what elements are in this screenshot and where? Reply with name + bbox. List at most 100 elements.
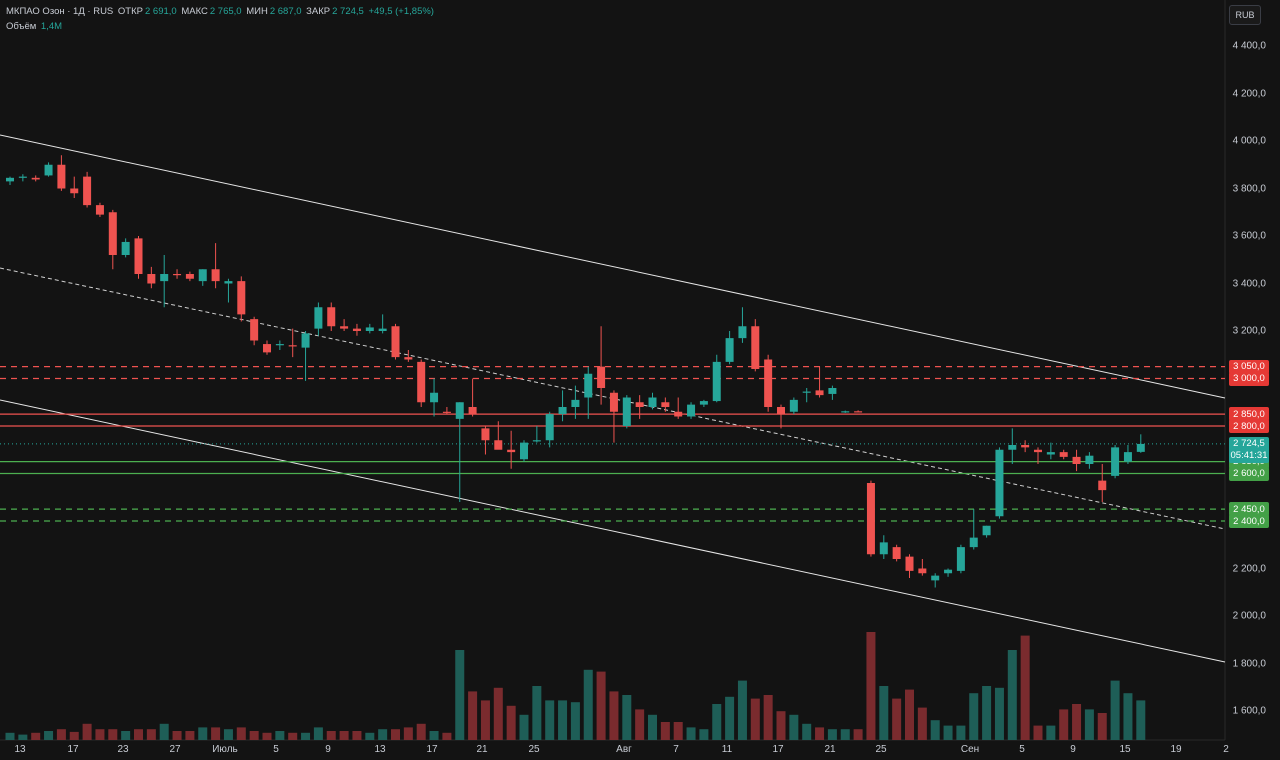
upper-channel-line [0, 134, 1226, 399]
symbol-label[interactable]: МКПАО Озон · 1Д · RUS [6, 6, 114, 17]
candle-body [905, 556, 914, 571]
candle-body [725, 338, 734, 362]
candle-body [185, 274, 194, 279]
volume-bar [198, 727, 208, 740]
x-tick-label: 5 [1019, 744, 1025, 755]
candle-body [1034, 449, 1042, 453]
volume-label[interactable]: Объём [6, 21, 37, 32]
volume-bar [403, 727, 413, 740]
candle-body [597, 366, 606, 388]
volume-bar [840, 729, 850, 740]
level-tag: 3 050,0 [1229, 359, 1269, 374]
volume-bar [455, 650, 465, 740]
candle-body [841, 411, 850, 413]
candle-body [95, 205, 104, 215]
y-tick-label: 2 200,0 [1232, 563, 1266, 574]
candle-body [584, 373, 593, 398]
volume-bar [917, 707, 927, 740]
volume-bar [673, 722, 683, 740]
high-label: МАКС [181, 6, 208, 17]
y-tick-label: 4 200,0 [1232, 88, 1266, 99]
volume-bar [879, 686, 889, 740]
currency-button[interactable]: RUB [1229, 5, 1261, 25]
volume-bar [712, 704, 722, 740]
candle-body [532, 440, 541, 442]
x-tick-label: 2 [1223, 744, 1229, 755]
candle-body [609, 392, 618, 412]
volume-bar [583, 669, 593, 740]
level-tag: 2 400,0 [1229, 514, 1269, 528]
candle-body [764, 359, 773, 407]
candle-body [160, 274, 169, 282]
candle-body [777, 407, 785, 415]
high-value: 2 765,0 [209, 6, 242, 17]
candle-body [83, 176, 92, 206]
lower-channel-line [0, 399, 1226, 663]
volume-bar [930, 720, 940, 740]
candle-body [275, 344, 284, 346]
volume-bar [236, 727, 246, 740]
volume-bar [853, 729, 863, 740]
candle-body [314, 307, 323, 329]
candle-body [481, 428, 490, 441]
volume-bar [44, 731, 54, 740]
x-tick-label: 17 [772, 744, 784, 755]
candle-body [468, 407, 477, 415]
volume-bar [982, 686, 992, 740]
candle-body [944, 569, 953, 574]
candle-body [430, 392, 439, 403]
candle-body [250, 319, 259, 341]
volume-bar [288, 732, 298, 740]
volume-bar [56, 729, 66, 740]
candle-body [969, 537, 978, 548]
y-tick-label: 4 400,0 [1232, 40, 1266, 52]
candle-body [1085, 455, 1094, 464]
volume-bar [570, 702, 580, 740]
x-tick-label: 23 [117, 744, 129, 755]
candle-body [622, 397, 631, 426]
volume-bar [815, 727, 825, 740]
candle-body [712, 361, 721, 402]
x-tick-label: 9 [325, 744, 331, 755]
candle-body [1098, 480, 1107, 491]
candle-body [1136, 443, 1145, 452]
volume-bar [95, 729, 105, 740]
volume-bar [416, 723, 426, 740]
y-tick-label: 1 600,0 [1232, 705, 1266, 717]
candle-body [288, 345, 297, 347]
volume-bar [121, 731, 131, 740]
candle-body [134, 238, 143, 274]
close-label: ЗАКР [306, 6, 331, 17]
volume-bar [763, 695, 773, 740]
level-tag: 2 850,0 [1229, 407, 1269, 422]
volume-bar [352, 731, 362, 740]
volume-bar [442, 732, 452, 740]
candle-body [802, 391, 811, 393]
ohlc-legend: МКПАО Озон · 1Д · RUS ОТКР 2 691,0 МАКС 2 … [6, 6, 436, 17]
volume-bar [519, 714, 529, 740]
candle-body [648, 397, 657, 407]
candle-body [173, 274, 182, 276]
volume-bar [69, 731, 79, 740]
x-tick-label: 9 [1070, 744, 1076, 755]
volume-bar [648, 714, 657, 740]
candle-body [6, 177, 14, 182]
candle-body [815, 390, 824, 396]
volume-bar [892, 698, 902, 740]
x-tick-label: 19 [1170, 744, 1182, 755]
volume-bar [1123, 693, 1133, 740]
x-tick-label: 25 [875, 744, 887, 755]
volume-bar [5, 732, 15, 740]
level-tag: 2 450,0 [1229, 502, 1269, 517]
close-value: 2 724,5 [332, 6, 364, 17]
y-tick-label: 3 600,0 [1232, 230, 1266, 242]
x-tick-label: 7 [673, 744, 679, 755]
x-tick-label: 17 [67, 744, 79, 755]
volume-bar [1084, 709, 1094, 740]
x-tick-label: 25 [528, 744, 540, 755]
volume-bar [1072, 704, 1082, 740]
candle-body [866, 483, 875, 555]
candle-body [1072, 456, 1081, 464]
volume-bar [172, 731, 182, 740]
